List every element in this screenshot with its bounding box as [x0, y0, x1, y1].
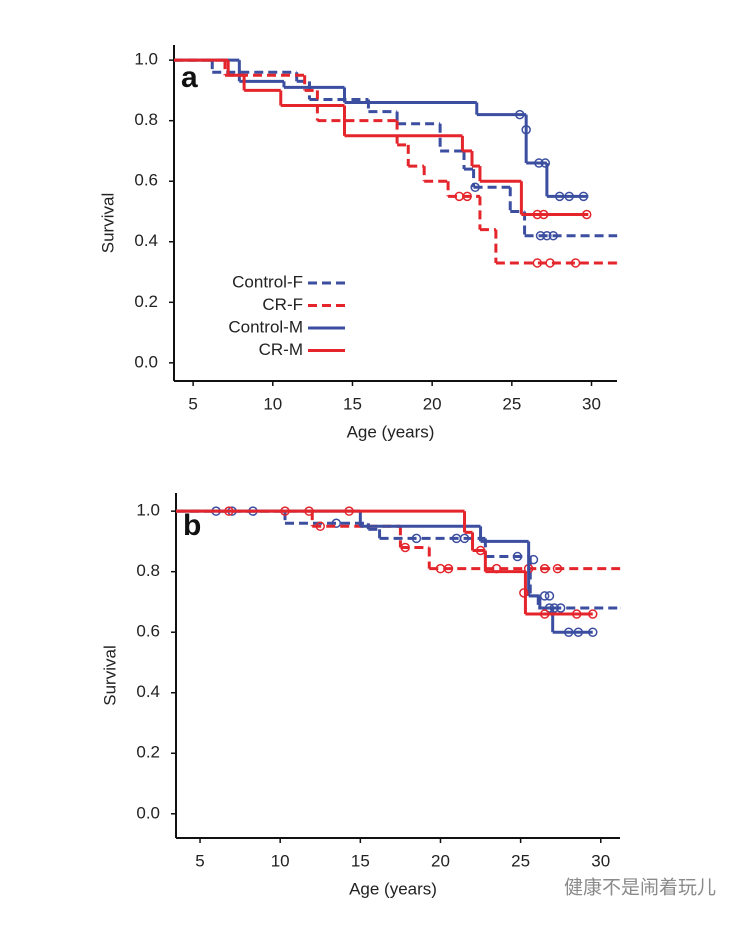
censor-mark — [539, 591, 550, 601]
censor-mark — [548, 230, 559, 241]
x-tick-label: 25 — [511, 851, 530, 870]
censor-mark — [470, 182, 480, 193]
censor-mark — [344, 506, 354, 516]
censor-mark — [554, 191, 565, 202]
censor-mark — [581, 209, 592, 220]
x-tick-label: 15 — [343, 394, 362, 413]
censor-mark — [539, 563, 550, 574]
y-axis-label: Survival — [98, 193, 117, 253]
x-tick-label: 10 — [271, 851, 290, 870]
censor-mark — [573, 627, 584, 637]
y-tick-label: 0.2 — [134, 292, 158, 311]
censor-mark — [532, 209, 543, 220]
y-tick-label: 0.4 — [136, 682, 160, 701]
censor-mark — [315, 521, 326, 532]
censor-mark — [443, 563, 454, 574]
censor-mark — [224, 506, 234, 516]
x-tick-label: 30 — [591, 851, 610, 870]
y-tick-label: 1.0 — [134, 50, 158, 69]
censor-mark — [552, 563, 563, 574]
y-tick-label: 0.0 — [136, 803, 160, 822]
legend-label: Control-M — [228, 317, 303, 336]
censor-mark — [528, 554, 539, 565]
x-tick-label: 5 — [188, 394, 197, 413]
censor-mark — [538, 209, 549, 220]
censor-mark — [535, 230, 546, 241]
censor-mark — [544, 591, 555, 601]
panel-label: a — [181, 61, 198, 94]
y-tick-label: 1.0 — [136, 501, 160, 520]
censor-mark — [563, 627, 574, 637]
censor-mark — [515, 109, 525, 120]
censor-mark — [304, 506, 314, 516]
y-tick-label: 0.8 — [136, 561, 160, 580]
censor-mark — [411, 533, 422, 544]
legend-label: CR-F — [262, 295, 303, 314]
censor-mark — [462, 191, 472, 202]
x-tick-label: 5 — [195, 851, 204, 870]
x-axis-label: Age (years) — [349, 879, 437, 898]
censor-mark — [331, 518, 342, 529]
censor-mark — [570, 258, 581, 268]
censor-mark — [545, 258, 555, 268]
y-tick-label: 0.6 — [134, 171, 158, 190]
censor-mark — [400, 542, 410, 553]
y-tick-label: 0.4 — [134, 231, 158, 250]
censor-mark — [564, 191, 574, 202]
y-axis-label: Survival — [100, 645, 119, 705]
censor-mark — [588, 609, 598, 619]
censor-mark — [588, 627, 598, 637]
y-tick-label: 0.0 — [134, 352, 158, 371]
censor-mark — [539, 609, 550, 619]
watermark: 健康不是闹着玩儿 — [564, 877, 716, 899]
y-tick-label: 0.6 — [136, 622, 160, 641]
legend-label: CR-M — [259, 340, 303, 359]
censor-mark — [534, 158, 544, 168]
censor-mark — [578, 191, 589, 202]
x-tick-label: 15 — [351, 851, 370, 870]
x-tick-label: 20 — [423, 394, 442, 413]
censor-mark — [540, 158, 551, 168]
y-tick-label: 0.2 — [136, 743, 160, 762]
censor-mark — [512, 551, 523, 562]
censor-mark — [521, 125, 531, 135]
censor-mark — [532, 258, 543, 268]
legend-label: Control-F — [232, 272, 303, 291]
censor-mark — [519, 588, 529, 598]
x-axis-label: Age (years) — [347, 422, 435, 441]
panel-label: b — [183, 509, 201, 542]
x-tick-label: 10 — [263, 394, 282, 413]
censor-mark — [280, 506, 290, 516]
censor-mark — [542, 230, 552, 241]
censor-mark — [475, 545, 486, 556]
x-tick-label: 25 — [502, 394, 521, 413]
x-tick-label: 20 — [431, 851, 450, 870]
y-tick-label: 0.8 — [134, 110, 158, 129]
censor-mark — [555, 603, 566, 613]
x-tick-label: 30 — [582, 394, 601, 413]
censor-mark — [459, 533, 470, 544]
censor-mark — [571, 609, 582, 619]
